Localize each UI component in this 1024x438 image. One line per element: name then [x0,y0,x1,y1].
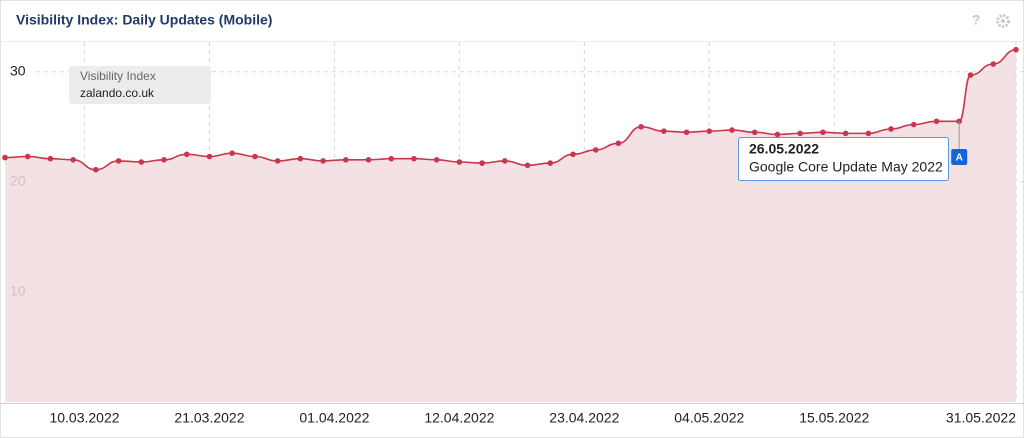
point [297,155,304,162]
legend-title: Visibility Index [80,69,156,83]
point [842,130,849,137]
tooltip-date: 26.05.2022 [749,141,819,157]
x-tick-label: 01.04.2022 [299,410,369,426]
point [161,156,167,163]
x-tick-label: 04.05.2022 [674,410,744,426]
point [206,153,213,160]
point [751,129,758,136]
point [115,158,122,164]
point [729,127,735,133]
point [138,159,145,165]
annotation-marker-label: A [956,153,963,164]
help-icon[interactable]: ? [972,12,981,28]
settings-icon[interactable] [996,14,1010,28]
point [183,151,190,158]
x-tick-label: 21.03.2022 [174,410,244,426]
point [70,156,76,163]
point [411,155,417,162]
point [320,158,326,164]
point [615,140,622,147]
point [502,158,508,164]
point [967,72,974,78]
legend-box [69,66,211,104]
point [524,162,531,169]
x-tick-label: 23.04.2022 [549,410,619,426]
point [797,130,803,137]
x-tick-label: 12.04.2022 [424,410,494,426]
gear [996,14,1010,28]
point [365,156,372,163]
legend-entry: zalando.co.uk [80,86,155,100]
point [661,128,667,134]
point [252,153,258,160]
tooltip-text: Google Core Update May 2022 [749,159,943,175]
tooltip [738,137,949,181]
point [24,153,31,160]
point [933,118,940,125]
point [547,160,554,166]
gear-hub [1001,19,1005,23]
point [388,155,395,162]
point [706,128,713,134]
point [820,129,826,136]
point [479,160,485,166]
point [774,131,781,138]
x-tick-label: 10.03.2022 [49,410,119,426]
point [47,155,54,162]
line [4,48,1017,171]
point [865,130,872,137]
point [2,154,8,161]
point [592,147,599,153]
annotation-marker [951,149,968,165]
point [1013,46,1019,53]
point [990,61,997,67]
point [342,156,349,163]
point [456,159,463,165]
x-tick-label: 31.05.2022 [946,410,1016,426]
y-tick-label: 30 [10,62,26,78]
point [433,156,440,163]
point [683,129,690,136]
chart-title: Visibility Index: Daily Updates (Mobile) [16,12,272,28]
point [888,126,894,132]
point [93,166,99,173]
point [274,158,281,164]
point [638,123,644,130]
point [229,150,235,156]
point [910,121,917,128]
point [570,151,576,158]
x-tick-label: 15.05.2022 [799,410,869,426]
